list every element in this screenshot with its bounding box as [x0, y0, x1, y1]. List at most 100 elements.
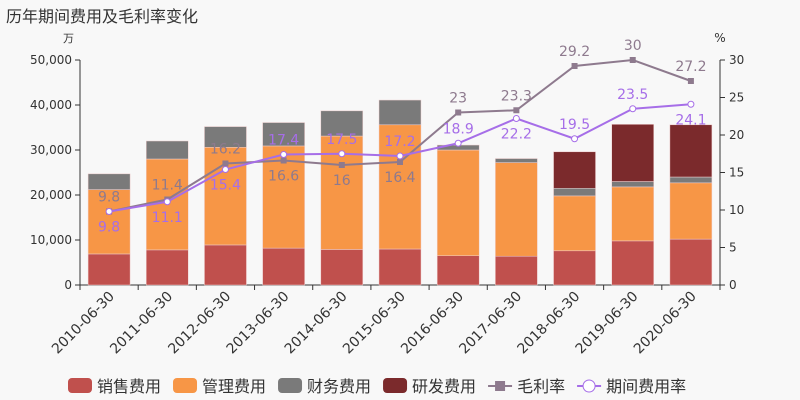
point-期间费用率	[629, 105, 637, 113]
data-label-期间费用率: 24.1	[675, 112, 706, 128]
data-label-毛利率: 27.2	[675, 59, 706, 75]
right-tick-label: 5	[729, 241, 737, 255]
point-期间费用率	[512, 115, 520, 122]
left-tick-label: 10,000	[30, 233, 72, 247]
data-label-毛利率: 16.6	[268, 169, 299, 185]
x-tick-label: 2020-06-30	[631, 289, 700, 358]
bar-财务费用	[495, 158, 538, 163]
legend-label-毛利率: 毛利率	[517, 377, 565, 396]
bar-管理费用	[378, 124, 422, 250]
bar-销售费用	[611, 240, 654, 286]
data-label-期间费用率: 17.4	[268, 133, 299, 149]
point-毛利率	[280, 157, 287, 164]
data-label-毛利率: 16.2	[210, 142, 241, 158]
data-label-期间费用率: 22.2	[501, 127, 532, 143]
point-毛利率	[222, 160, 229, 167]
data-label-期间费用率: 9.8	[98, 220, 120, 236]
bar-财务费用	[320, 110, 364, 137]
bar-管理费用	[553, 195, 596, 252]
data-label-期间费用率: 11.1	[152, 210, 183, 226]
legend-label-财务费用: 财务费用	[307, 377, 371, 396]
legend-label-期间费用率: 期间费用率	[606, 377, 686, 396]
right-axis-unit: %	[714, 31, 725, 45]
legend-label-管理费用: 管理费用	[202, 377, 266, 396]
bar-财务费用	[669, 176, 713, 184]
right-tick-label: 20	[729, 128, 744, 142]
point-毛利率	[687, 78, 694, 84]
data-label-期间费用率: 23.5	[617, 87, 648, 103]
bar-研发费用	[611, 124, 654, 182]
point-毛利率	[338, 162, 345, 168]
right-tick-label: 10	[729, 203, 744, 217]
data-label-毛利率: 16	[333, 173, 351, 189]
bar-财务费用	[146, 140, 189, 160]
data-label-毛利率: 23	[449, 91, 467, 107]
point-期间费用率	[280, 151, 288, 158]
bar-财务费用	[378, 99, 422, 126]
bar-销售费用	[553, 250, 596, 286]
data-label-期间费用率: 18.9	[443, 121, 474, 137]
data-label-期间费用率: 17.5	[326, 132, 357, 148]
legend-label-研发费用: 研发费用	[412, 377, 476, 396]
legend-swatch-销售费用	[68, 378, 92, 393]
legend-swatch-研发费用	[383, 378, 408, 393]
bar-销售费用	[378, 248, 422, 286]
left-tick-label: 50,000	[30, 53, 72, 67]
data-label-毛利率: 16.4	[384, 170, 415, 186]
point-毛利率	[455, 109, 462, 116]
point-毛利率	[629, 57, 636, 63]
point-期间费用率	[454, 139, 462, 147]
data-label-毛利率: 23.3	[501, 88, 532, 104]
bar-销售费用	[436, 255, 480, 286]
bar-管理费用	[87, 189, 131, 255]
bar-研发费用	[669, 124, 713, 178]
bar-管理费用	[436, 149, 480, 256]
data-label-期间费用率: 17.2	[384, 134, 415, 150]
legend-swatch-管理费用	[173, 378, 198, 393]
point-毛利率	[397, 159, 403, 165]
left-tick-label: 0	[64, 278, 72, 292]
bar-销售费用	[87, 253, 131, 286]
data-label-毛利率: 9.8	[98, 190, 120, 206]
bar-财务费用	[553, 188, 596, 197]
data-label-期间费用率: 15.4	[210, 178, 241, 194]
right-tick-label: 0	[729, 278, 737, 292]
left-tick-label: 30,000	[30, 143, 72, 157]
bar-管理费用	[495, 162, 538, 257]
bar-管理费用	[611, 186, 654, 242]
data-label-毛利率: 11.4	[152, 178, 183, 194]
bar-研发费用	[553, 151, 596, 189]
point-期间费用率	[221, 166, 229, 173]
bar-财务费用	[204, 126, 247, 148]
point-期间费用率	[338, 150, 346, 158]
point-期间费用率	[396, 152, 404, 160]
bar-财务费用	[87, 173, 131, 190]
legend-label-销售费用: 销售费用	[97, 377, 161, 396]
point-毛利率	[513, 107, 520, 114]
point-期间费用率	[163, 198, 171, 206]
point-期间费用率	[105, 208, 113, 215]
data-label-毛利率: 29.2	[559, 44, 590, 60]
left-axis-unit: 万	[63, 32, 74, 45]
right-tick-label: 30	[729, 53, 744, 67]
bar-销售费用	[669, 238, 713, 286]
legend-swatch-财务费用	[278, 378, 303, 393]
data-label-毛利率: 30	[624, 38, 642, 54]
point-毛利率	[571, 63, 578, 69]
point-期间费用率	[687, 100, 695, 108]
bar-销售费用	[320, 249, 364, 286]
right-tick-label: 15	[729, 166, 744, 180]
bar-销售费用	[204, 244, 247, 286]
bar-销售费用	[146, 249, 189, 286]
data-label-期间费用率: 19.5	[559, 117, 590, 133]
bar-销售费用	[495, 255, 538, 286]
bar-管理费用	[669, 182, 713, 240]
left-tick-label: 20,000	[30, 188, 72, 202]
point-期间费用率	[571, 135, 579, 143]
bar-销售费用	[262, 247, 305, 286]
left-tick-label: 40,000	[30, 98, 72, 112]
bar-财务费用	[262, 122, 305, 147]
bar-财务费用	[611, 181, 654, 188]
